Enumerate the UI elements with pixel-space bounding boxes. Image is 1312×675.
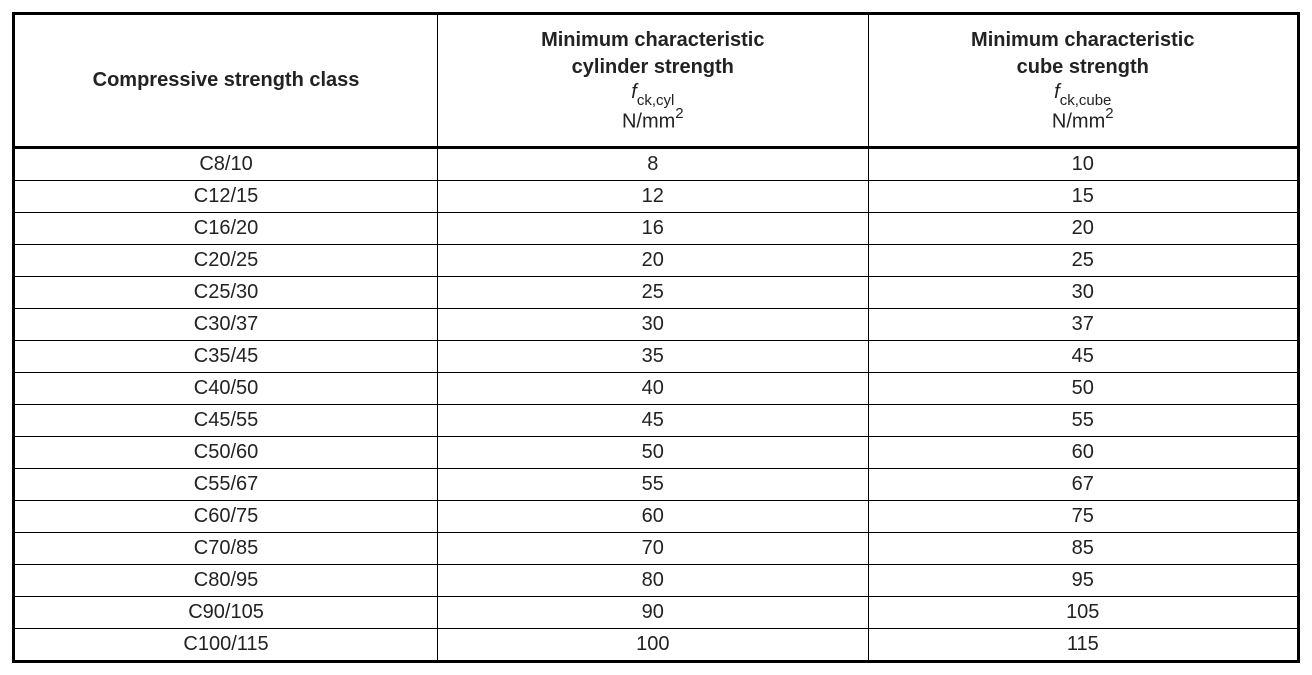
- table-row: C25/302530: [14, 276, 1299, 308]
- cell-cube: 105: [868, 596, 1298, 628]
- header-cube-subscript: ck,cube: [1060, 92, 1112, 109]
- table-row: C35/453545: [14, 340, 1299, 372]
- cell-cylinder: 90: [438, 596, 868, 628]
- header-cube-symbol: f: [1054, 81, 1060, 103]
- header-cyl-line1: Minimum characteristic: [446, 27, 859, 54]
- cell-class: C12/15: [14, 180, 438, 212]
- cell-cube: 115: [868, 628, 1298, 661]
- header-cube-line1: Minimum characteristic: [877, 27, 1289, 54]
- table-row: C55/675567: [14, 468, 1299, 500]
- cell-cylinder: 70: [438, 532, 868, 564]
- cell-cylinder: 50: [438, 436, 868, 468]
- cell-cylinder: 60: [438, 500, 868, 532]
- cell-class: C20/25: [14, 244, 438, 276]
- cell-cube: 85: [868, 532, 1298, 564]
- cell-cube: 30: [868, 276, 1298, 308]
- cell-class: C90/105: [14, 596, 438, 628]
- cell-cube: 55: [868, 404, 1298, 436]
- header-cyl-symbol: f: [631, 81, 637, 103]
- cell-class: C55/67: [14, 468, 438, 500]
- table-row: C16/201620: [14, 212, 1299, 244]
- cell-class: C60/75: [14, 500, 438, 532]
- cell-class: C16/20: [14, 212, 438, 244]
- strength-class-table: Compressive strength class Minimum chara…: [12, 12, 1300, 663]
- header-class-title: Compressive strength class: [23, 67, 429, 94]
- table-row: C30/373037: [14, 308, 1299, 340]
- table-row: C12/151215: [14, 180, 1299, 212]
- cell-class: C45/55: [14, 404, 438, 436]
- header-cube-unit-sup: 2: [1105, 105, 1113, 122]
- cell-class: C35/45: [14, 340, 438, 372]
- header-cyl-unit-prefix: N/mm: [622, 111, 675, 133]
- cell-cylinder: 30: [438, 308, 868, 340]
- cell-cylinder: 16: [438, 212, 868, 244]
- table-row: C45/554555: [14, 404, 1299, 436]
- header-cube: Minimum characteristic cube strength fck…: [868, 14, 1298, 148]
- cell-cylinder: 40: [438, 372, 868, 404]
- cell-cube: 10: [868, 147, 1298, 180]
- table-row: C60/756075: [14, 500, 1299, 532]
- cell-cube: 45: [868, 340, 1298, 372]
- cell-cylinder: 45: [438, 404, 868, 436]
- cell-cylinder: 8: [438, 147, 868, 180]
- header-cube-unit-prefix: N/mm: [1052, 111, 1105, 133]
- cell-class: C50/60: [14, 436, 438, 468]
- cell-class: C8/10: [14, 147, 438, 180]
- cell-cylinder: 12: [438, 180, 868, 212]
- header-cube-line2: cube strength: [877, 54, 1289, 81]
- header-cyl-unit-sup: 2: [675, 105, 683, 122]
- cell-cylinder: 55: [438, 468, 868, 500]
- table-row: C80/958095: [14, 564, 1299, 596]
- cell-cube: 25: [868, 244, 1298, 276]
- cell-cube: 37: [868, 308, 1298, 340]
- table-row: C20/252025: [14, 244, 1299, 276]
- cell-class: C40/50: [14, 372, 438, 404]
- table-row: C100/115100115: [14, 628, 1299, 661]
- cell-cylinder: 35: [438, 340, 868, 372]
- table-row: C50/605060: [14, 436, 1299, 468]
- header-class: Compressive strength class: [14, 14, 438, 148]
- cell-cylinder: 20: [438, 244, 868, 276]
- cell-cylinder: 80: [438, 564, 868, 596]
- cell-cylinder: 100: [438, 628, 868, 661]
- header-cyl-subscript: ck,cyl: [637, 92, 675, 109]
- cell-class: C100/115: [14, 628, 438, 661]
- cell-cube: 50: [868, 372, 1298, 404]
- cell-class: C25/30: [14, 276, 438, 308]
- header-cube-unit: N/mm2: [877, 107, 1289, 134]
- cell-class: C70/85: [14, 532, 438, 564]
- cell-class: C80/95: [14, 564, 438, 596]
- table-row: C40/504050: [14, 372, 1299, 404]
- header-cyl-line2: cylinder strength: [446, 54, 859, 81]
- table-row: C90/10590105: [14, 596, 1299, 628]
- header-cyl-symbol-line: fck,cyl: [631, 81, 674, 103]
- cell-cube: 95: [868, 564, 1298, 596]
- cell-class: C30/37: [14, 308, 438, 340]
- table-row: C8/10810: [14, 147, 1299, 180]
- cell-cylinder: 25: [438, 276, 868, 308]
- cell-cube: 15: [868, 180, 1298, 212]
- cell-cube: 75: [868, 500, 1298, 532]
- header-cube-symbol-line: fck,cube: [1054, 81, 1111, 103]
- table-header-row: Compressive strength class Minimum chara…: [14, 14, 1299, 148]
- cell-cube: 60: [868, 436, 1298, 468]
- header-cyl-unit: N/mm2: [446, 107, 859, 134]
- cell-cube: 20: [868, 212, 1298, 244]
- table-row: C70/857085: [14, 532, 1299, 564]
- cell-cube: 67: [868, 468, 1298, 500]
- header-cylinder: Minimum characteristic cylinder strength…: [438, 14, 868, 148]
- table-body: C8/10810C12/151215C16/201620C20/252025C2…: [14, 147, 1299, 661]
